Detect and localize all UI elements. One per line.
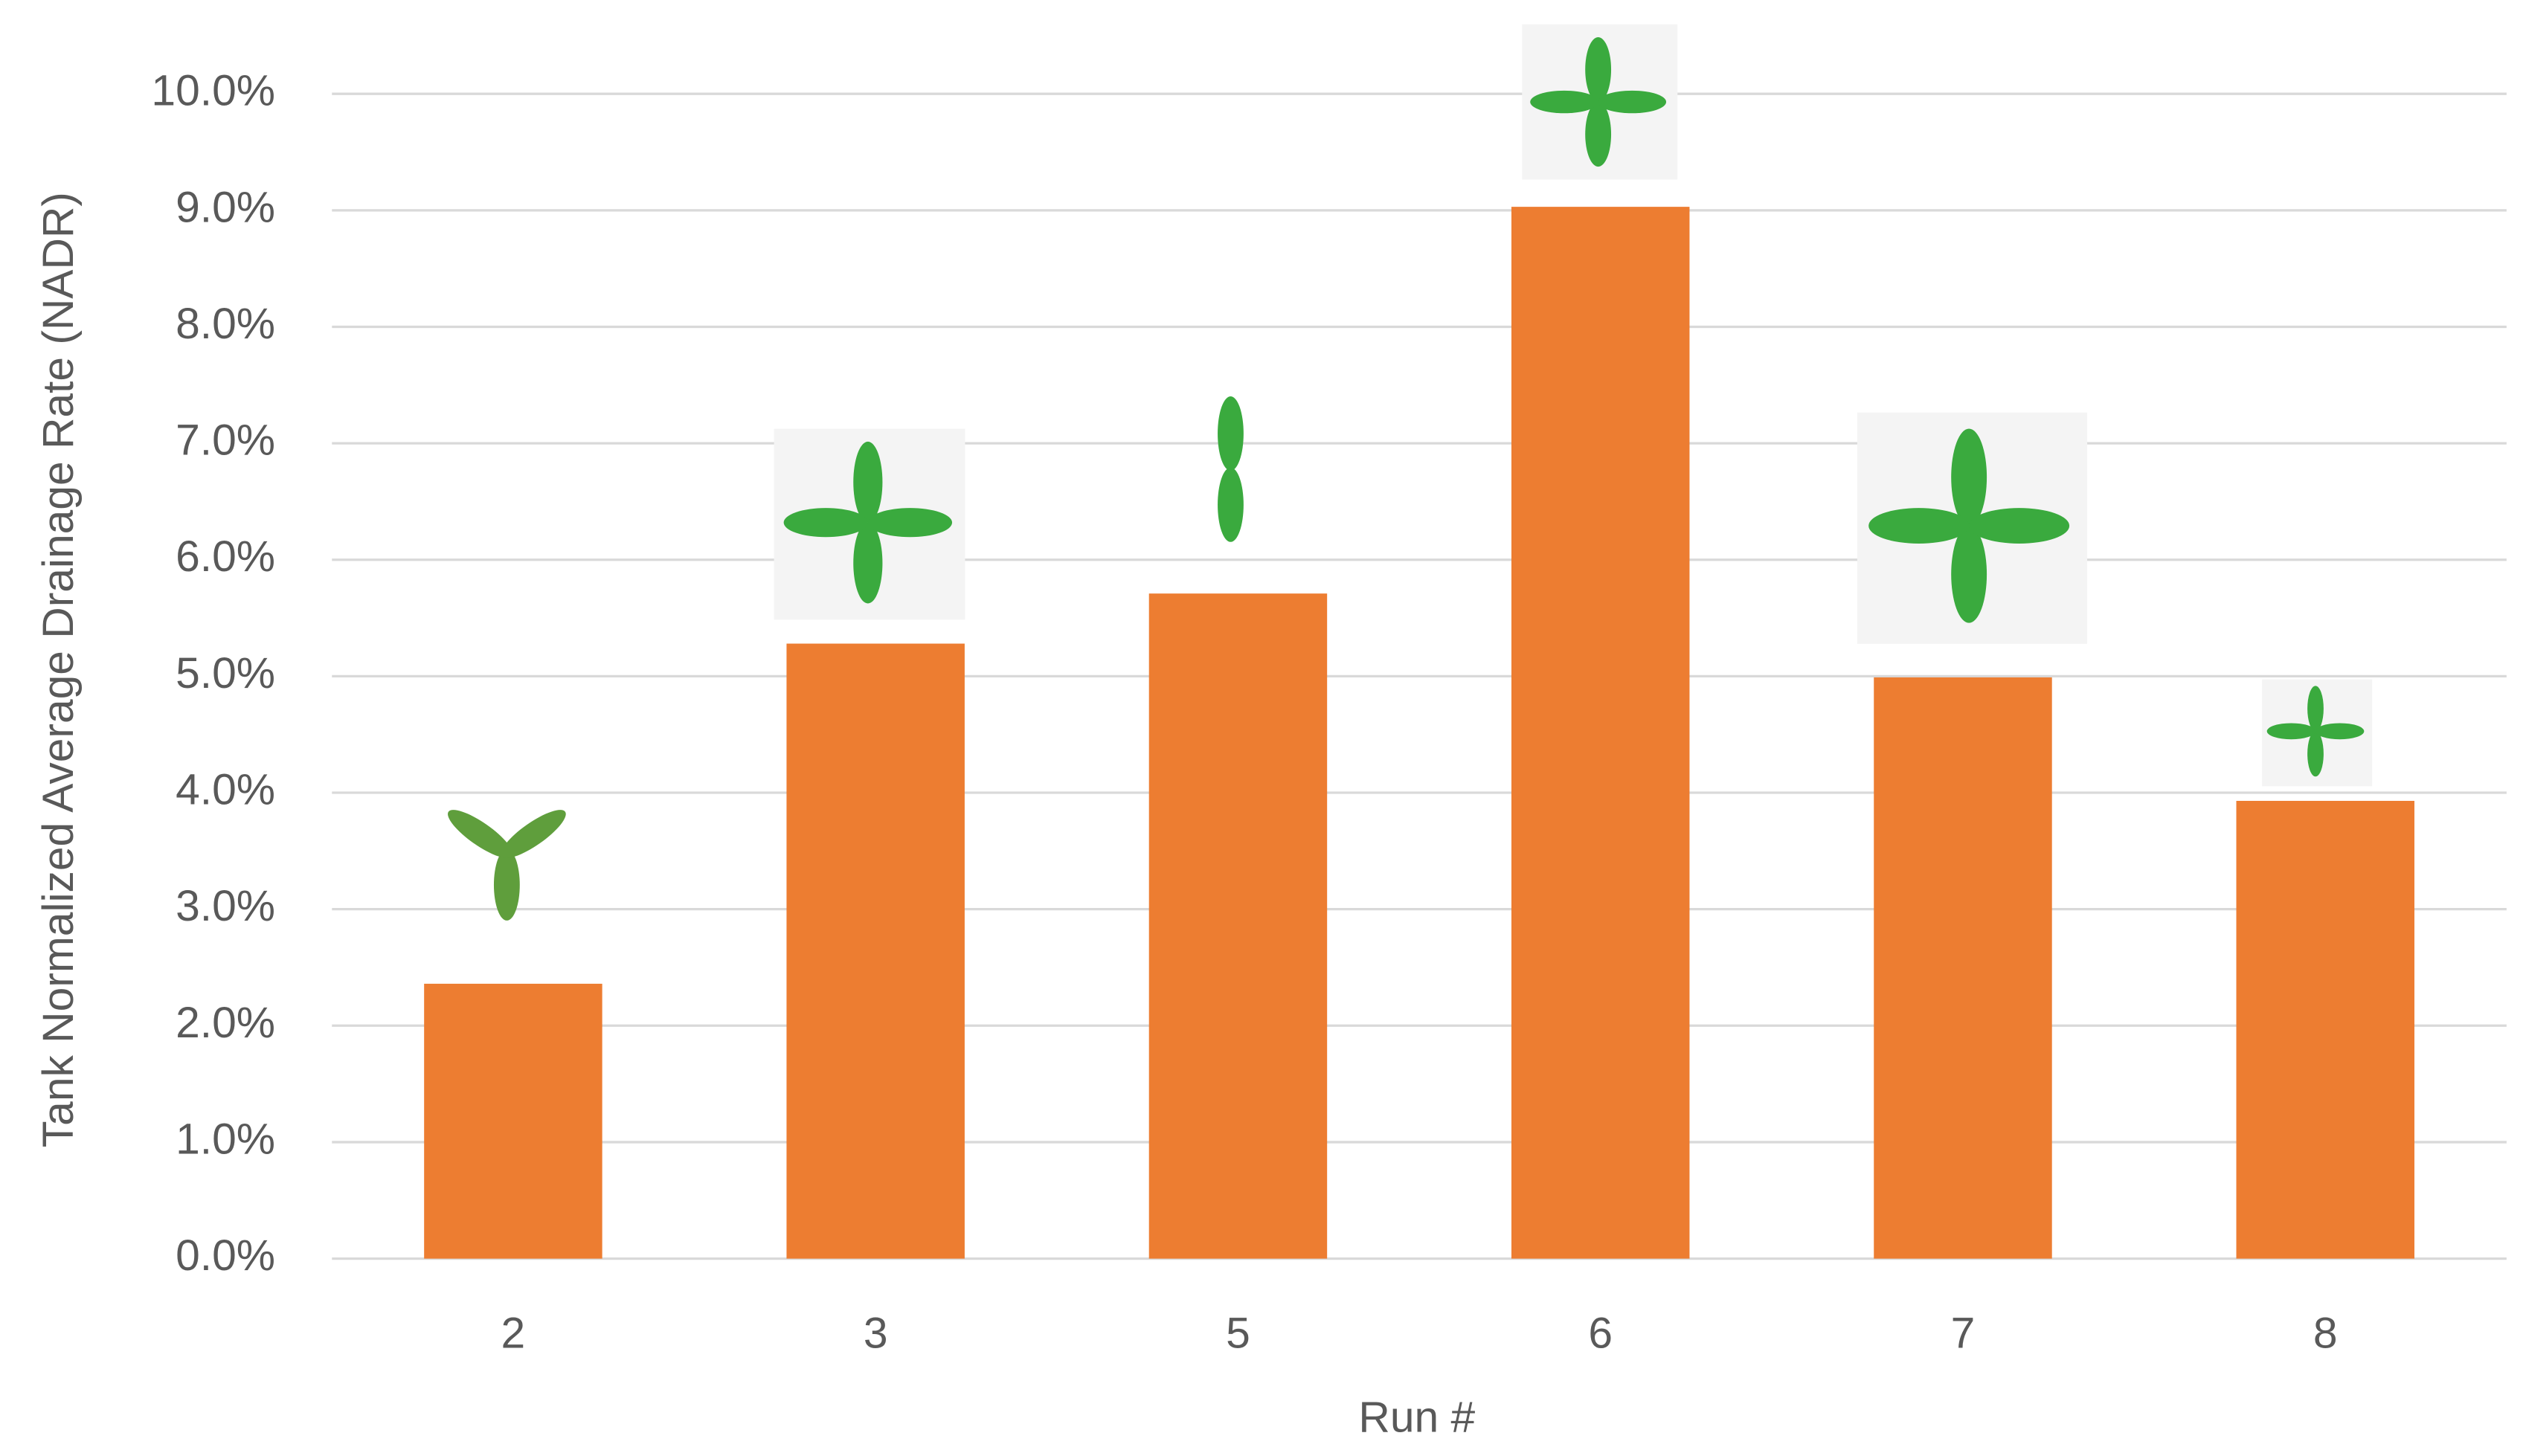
bar	[786, 643, 965, 1259]
propeller-icon	[783, 441, 953, 604]
x-tick-label: 6	[1588, 1310, 1613, 1358]
y-tick-label: 5.0%	[176, 649, 275, 698]
y-tick-label: 4.0%	[176, 766, 275, 814]
bar	[2236, 800, 2414, 1259]
propeller-icons	[448, 24, 2373, 921]
propeller-icon	[1868, 428, 2070, 623]
x-tick-label: 2	[501, 1310, 526, 1358]
propeller-icon	[2266, 686, 2365, 777]
y-tick-label: 3.0%	[176, 882, 275, 930]
x-tick-label: 5	[1226, 1310, 1250, 1358]
grid-layer	[332, 92, 2507, 1260]
x-tick-label: 7	[1951, 1310, 1976, 1358]
propeller-icon	[1530, 37, 1667, 167]
bar	[1874, 677, 2052, 1259]
y-tick-label: 1.0%	[176, 1115, 275, 1163]
bar	[1148, 593, 1328, 1259]
y-tick-label: 0.0%	[176, 1231, 275, 1280]
propeller-icon	[448, 810, 566, 921]
y-tick-label: 6.0%	[176, 532, 275, 581]
y-tick-label: 10.0%	[151, 67, 275, 115]
propeller-icon	[1218, 396, 1244, 542]
y-tick-label: 8.0%	[176, 300, 275, 348]
y-tick-label: 2.0%	[176, 999, 275, 1047]
bar	[1511, 207, 1690, 1259]
x-axis-title: Run #	[1358, 1394, 1475, 1442]
x-tick-label: 8	[2313, 1310, 2338, 1358]
y-tick-label: 7.0%	[176, 416, 275, 465]
y-axis-title: Tank Normalized Average Drainage Rate (N…	[34, 192, 83, 1147]
x-tick-label: 3	[864, 1310, 888, 1358]
bar-layer	[424, 207, 2414, 1259]
y-tick-label: 9.0%	[176, 183, 275, 231]
bar	[424, 983, 602, 1259]
